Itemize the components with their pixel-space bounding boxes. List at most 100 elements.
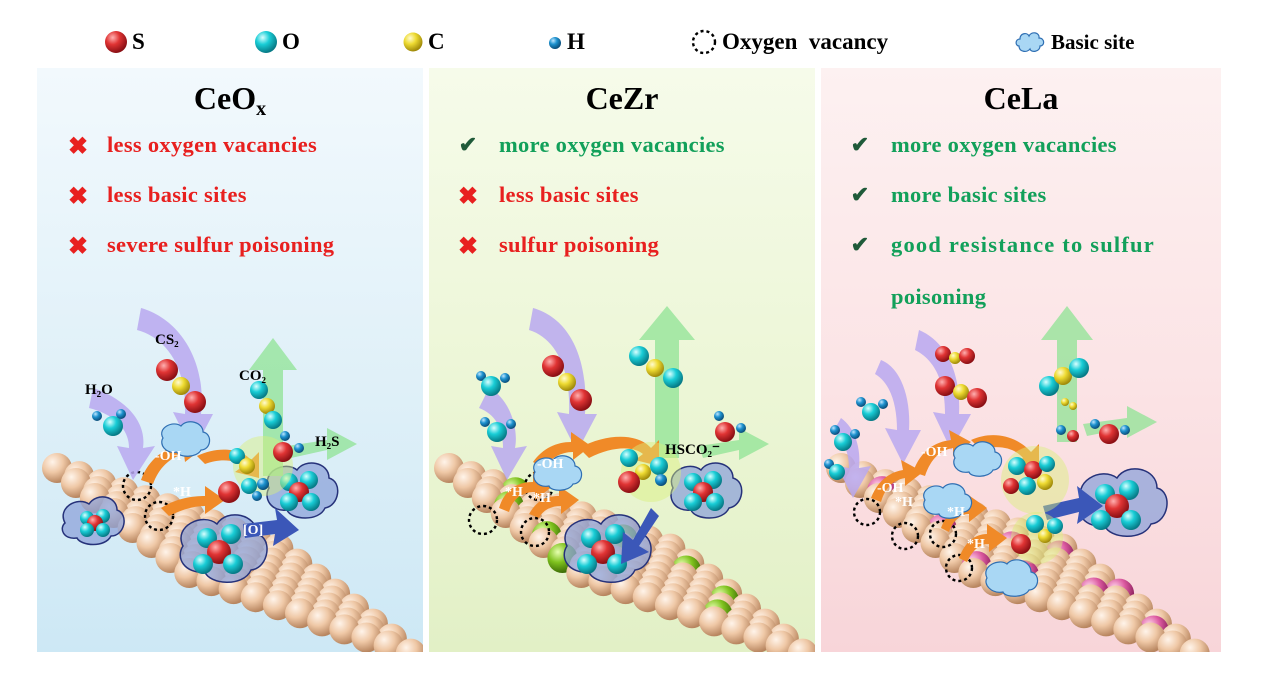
basic-site xyxy=(266,462,339,519)
cs2-molecule xyxy=(542,355,592,411)
label-h2o: H₂O xyxy=(85,382,113,398)
legend-label-oxygen: O xyxy=(282,29,300,54)
legend-item-hydrogen: H xyxy=(547,22,585,62)
legend-item-oxygen-vacancy: Oxygen vacancy xyxy=(690,22,888,62)
feature-text: more basic sites xyxy=(891,182,1047,207)
basic-site xyxy=(670,462,743,519)
cross-icon: ✖ xyxy=(67,234,89,260)
check-icon: ✔ xyxy=(458,132,478,157)
orange-arrow xyxy=(959,524,1007,562)
label-oh: -OH xyxy=(877,481,904,496)
basic-site xyxy=(1079,468,1168,537)
intermediate-cluster xyxy=(1003,456,1063,554)
label-h: *H xyxy=(895,495,913,510)
panel-title-ceox: CeOx xyxy=(193,80,267,120)
basic-site-cloud-icon xyxy=(923,483,973,519)
oxygen-vacancy-icon xyxy=(519,516,551,548)
check-icon: ✔ xyxy=(850,232,870,257)
blue-arrow xyxy=(621,508,659,564)
orange-arrow xyxy=(941,494,987,532)
h2o-molecule xyxy=(856,397,888,421)
green-arrow xyxy=(287,428,357,460)
label-oh: -OH xyxy=(537,457,564,472)
basic-site-cloud-icon xyxy=(161,421,211,457)
feature-text: sulfur poisoning xyxy=(499,232,660,257)
legend-item-carbon: C xyxy=(402,22,445,62)
legend-item-sulfur: S xyxy=(104,22,145,62)
label-oh: -OH xyxy=(921,445,948,460)
label-o-bracket: [O] xyxy=(243,523,263,538)
co2-molecule xyxy=(629,346,683,388)
oxygen-vacancy-icon xyxy=(890,521,920,551)
orange-arrow xyxy=(913,430,971,476)
oxygen-atom-icon xyxy=(255,31,277,53)
blue-arrow xyxy=(243,508,299,546)
co2-molecule xyxy=(1039,358,1089,396)
label-oh: -OH xyxy=(155,449,182,464)
panel-ceox: CeOx ✖ less oxygen vacancies ✖ less basi… xyxy=(37,68,423,652)
feature-text: more oxygen vacancies xyxy=(891,132,1117,157)
legend-label-oxygen-vacancy: Oxygen vacancy xyxy=(722,29,889,54)
hydrogen-atom-icon xyxy=(549,37,561,49)
sulfur-atom-icon xyxy=(105,31,127,53)
feature-text: less oxygen vacancies xyxy=(107,132,318,157)
basic-site-cloud-icon xyxy=(533,455,583,491)
basic-site xyxy=(563,514,652,583)
panel-title-cela: CeLa xyxy=(983,80,1059,116)
blue-arrow xyxy=(1043,486,1103,524)
reaction-scene-cezr: HSCO₂⁻ -OH *H *H xyxy=(434,306,815,652)
h2o-molecule xyxy=(714,411,746,442)
lattice-atom xyxy=(373,630,404,652)
panel-cezr: CeZr ✔ more oxygen vacancies ✖ less basi… xyxy=(429,68,815,652)
legend-label-carbon: C xyxy=(428,29,445,54)
h2o-molecule xyxy=(92,409,126,436)
legend-label-basic-site: Basic site xyxy=(1051,29,1135,54)
cross-icon: ✖ xyxy=(457,234,479,260)
purple-arrow xyxy=(529,308,597,452)
lattice-atom xyxy=(787,638,815,652)
oxygen-vacancy-icon xyxy=(467,504,499,536)
cs2-molecule xyxy=(156,359,206,413)
orange-arrow xyxy=(579,436,659,466)
basic-site-cloud-icon xyxy=(1015,32,1045,52)
lattice-atom xyxy=(765,630,796,652)
co2-molecule xyxy=(250,381,282,429)
h2s-molecule xyxy=(273,431,304,462)
intermediate-cluster xyxy=(218,448,269,503)
h2o-molecule xyxy=(824,459,845,480)
oxygen-vacancy-icon xyxy=(143,500,175,532)
label-hsco2: HSCO₂⁻ xyxy=(665,442,720,458)
legend-item-oxygen: O xyxy=(254,22,300,62)
lattice-atom xyxy=(395,638,423,652)
label-cs2: CS₂ xyxy=(155,332,179,348)
carbon-atom-icon xyxy=(403,32,423,52)
label-co2: CO₂ xyxy=(239,368,267,384)
cross-icon: ✖ xyxy=(457,184,479,210)
legend-label-sulfur: S xyxy=(132,29,145,54)
reaction-scene-ceox: H₂O CS₂ CO₂ H₂S -OH *H [O] xyxy=(42,308,423,652)
purple-arrow xyxy=(875,360,921,464)
feature-text: severe sulfur poisoning xyxy=(107,232,335,257)
green-arrow xyxy=(699,428,769,460)
cs2-molecule xyxy=(935,346,975,364)
purple-arrow xyxy=(137,308,213,452)
panel-cela: CeLa ✔ more oxygen vacancies ✔ more basi… xyxy=(821,68,1221,652)
legend-label-hydrogen: H xyxy=(567,29,585,54)
lattice-atom xyxy=(1157,630,1188,652)
reaction-scene-cela: -OH -OH *H *H *H xyxy=(824,306,1210,652)
purple-arrow xyxy=(89,388,155,480)
feature-text: poisoning xyxy=(891,284,987,309)
oxygen-vacancy-icon xyxy=(121,470,153,502)
basic-site-cloud-icon xyxy=(985,559,1039,597)
label-h: *H xyxy=(505,485,523,500)
h2o-molecule xyxy=(830,425,860,451)
feature-text: less basic sites xyxy=(107,182,247,207)
orange-arrow xyxy=(529,486,579,518)
oxygen-vacancy-icon xyxy=(852,497,882,527)
label-h2s: H₂S xyxy=(315,434,340,450)
legend: S O C H Oxygen vacancy Basic site xyxy=(0,22,1267,62)
cs2-molecule xyxy=(935,376,987,408)
oxygen-vacancy-icon xyxy=(928,519,958,549)
label-h: *H xyxy=(533,491,551,506)
basic-site xyxy=(61,496,125,546)
